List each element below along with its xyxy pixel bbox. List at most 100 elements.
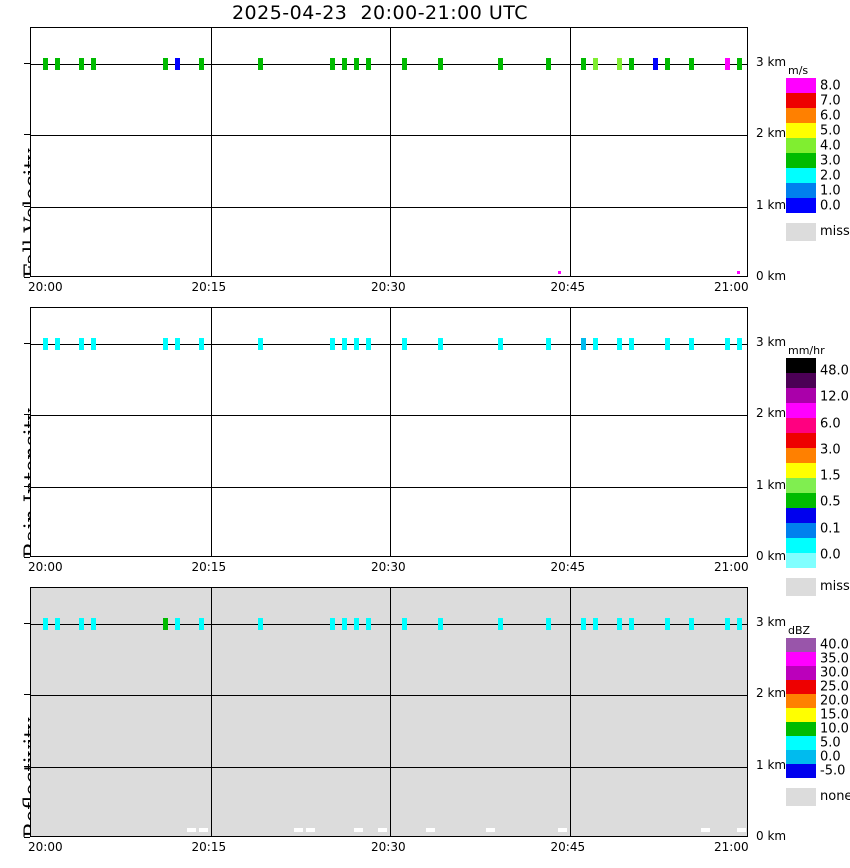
colorbar-tick-label: 6.0 bbox=[820, 416, 841, 432]
data-mark bbox=[546, 338, 551, 350]
colorbar-tick-label: 25.0 bbox=[820, 679, 849, 695]
y-axis-tick-label: 1 km bbox=[756, 477, 787, 492]
data-mark bbox=[91, 618, 96, 630]
x-axis-tick-label: 20:45 bbox=[550, 560, 586, 574]
data-mark bbox=[354, 338, 359, 350]
data-mark bbox=[366, 58, 371, 70]
x-axis-tick-label: 20:00 bbox=[28, 560, 63, 574]
colorbar-swatch bbox=[786, 764, 816, 778]
y-axis-tick-label: 3 km bbox=[756, 334, 787, 349]
x-axis-tick-label: 20:45 bbox=[550, 840, 586, 854]
y-axis-tick-mark bbox=[24, 343, 30, 344]
x-axis-tick-label: 20:30 bbox=[371, 560, 406, 574]
x-axis-tick-label: 20:30 bbox=[371, 840, 406, 854]
colorbar-swatch bbox=[786, 93, 816, 108]
colorbar-tick-label: 20.0 bbox=[820, 693, 849, 709]
data-mark bbox=[498, 618, 503, 630]
data-mark bbox=[725, 58, 730, 70]
colorbar-tick-label: 7.0 bbox=[820, 93, 841, 108]
y-axis-tick-label: 1 km bbox=[756, 757, 787, 772]
colorbar-swatch bbox=[786, 373, 816, 388]
colorbar-swatch bbox=[786, 694, 816, 708]
plot-area-rain-intensity[interactable] bbox=[30, 307, 748, 557]
gridline-vertical bbox=[211, 308, 212, 556]
data-mark-surface-noise bbox=[701, 828, 710, 832]
data-mark bbox=[354, 618, 359, 630]
data-mark-surface-noise bbox=[199, 828, 208, 832]
data-mark bbox=[366, 618, 371, 630]
colorbar-swatch bbox=[786, 666, 816, 680]
gridline-vertical bbox=[390, 588, 391, 836]
gridline-horizontal bbox=[31, 207, 747, 208]
gridline-vertical bbox=[211, 588, 212, 836]
colorbar-missing-swatch bbox=[786, 578, 816, 596]
data-mark bbox=[330, 58, 335, 70]
y-axis-tick-label: 2 km bbox=[756, 126, 787, 141]
data-mark-surface-noise bbox=[378, 828, 387, 832]
colorbar-swatch bbox=[786, 403, 816, 418]
y-axis-tick-mark bbox=[24, 694, 30, 695]
data-mark bbox=[725, 338, 730, 350]
data-mark bbox=[55, 618, 60, 630]
colorbar-tick-label: 3.0 bbox=[820, 442, 841, 458]
data-mark bbox=[175, 618, 180, 630]
colorbar-tick-label: 30.0 bbox=[820, 665, 849, 681]
plot-area-fall-velocity[interactable] bbox=[30, 27, 748, 277]
colorbar-swatch bbox=[786, 750, 816, 764]
data-mark bbox=[653, 58, 658, 70]
y-axis-tick-label: 0 km bbox=[756, 549, 787, 563]
colorbar-tick-label: 3.0 bbox=[820, 153, 841, 168]
data-mark-surface-noise bbox=[187, 828, 196, 832]
y-axis-tick-label: 2 km bbox=[756, 406, 787, 421]
data-mark bbox=[689, 58, 694, 70]
colorbar-swatch bbox=[786, 736, 816, 750]
data-mark bbox=[438, 58, 443, 70]
colorbar-tick-label: 0.5 bbox=[820, 494, 841, 510]
data-mark bbox=[581, 618, 586, 630]
colorbar-tick-label: 0.0 bbox=[820, 547, 841, 563]
plot-area-reflectivity[interactable] bbox=[30, 587, 748, 837]
data-mark bbox=[593, 338, 598, 350]
data-mark bbox=[438, 618, 443, 630]
colorbar-units-label: mm/hr bbox=[788, 344, 825, 357]
y-axis-tick-label: 0 km bbox=[756, 269, 787, 283]
data-mark bbox=[258, 338, 263, 350]
y-axis-tick-mark bbox=[24, 414, 30, 415]
data-mark bbox=[402, 338, 407, 350]
data-mark bbox=[665, 58, 670, 70]
data-mark bbox=[43, 58, 48, 70]
x-axis-tick-label: 21:00 bbox=[714, 280, 749, 294]
data-mark bbox=[665, 338, 670, 350]
gridline-vertical bbox=[390, 28, 391, 276]
data-mark-surface-noise bbox=[294, 828, 303, 832]
data-mark bbox=[91, 58, 96, 70]
gridline-horizontal bbox=[31, 624, 747, 625]
gridline-vertical bbox=[570, 28, 571, 276]
colorbar-swatch bbox=[786, 123, 816, 138]
y-axis-tick-mark bbox=[24, 134, 30, 135]
colorbar-units-label: dBZ bbox=[788, 624, 811, 637]
colorbar-tick-label: 0.0 bbox=[820, 198, 841, 213]
data-mark-low-level bbox=[558, 271, 561, 274]
colorbar-swatch bbox=[786, 508, 816, 523]
data-mark bbox=[689, 618, 694, 630]
x-axis-tick-label: 21:00 bbox=[714, 840, 749, 854]
colorbar-swatch bbox=[786, 448, 816, 463]
colorbar-swatch bbox=[786, 523, 816, 538]
gridline-horizontal bbox=[31, 64, 747, 65]
colorbar-gradient bbox=[786, 638, 816, 778]
data-mark bbox=[689, 338, 694, 350]
colorbar-swatch bbox=[786, 358, 816, 373]
colorbar-swatch bbox=[786, 433, 816, 448]
y-axis-tick-label: 2 km bbox=[756, 686, 787, 701]
colorbar-missing-swatch bbox=[786, 788, 816, 806]
data-mark bbox=[546, 618, 551, 630]
data-mark bbox=[330, 618, 335, 630]
colorbar-swatch bbox=[786, 680, 816, 694]
colorbar-swatch bbox=[786, 538, 816, 553]
data-mark bbox=[617, 618, 622, 630]
data-mark bbox=[342, 618, 347, 630]
data-mark-surface-noise bbox=[426, 828, 435, 832]
colorbar-tick-label: 35.0 bbox=[820, 651, 849, 667]
data-mark bbox=[581, 58, 586, 70]
